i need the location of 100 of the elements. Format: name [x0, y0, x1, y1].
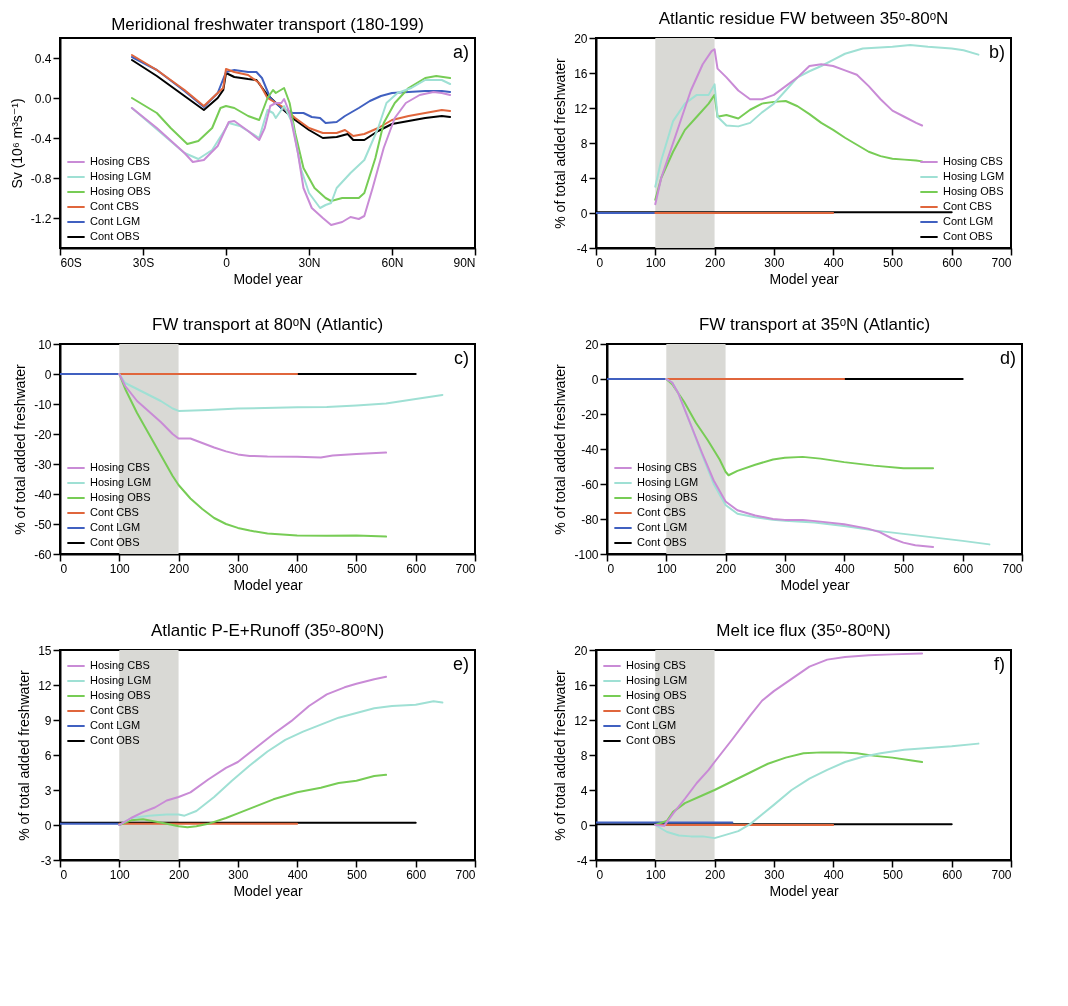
chart-title: Atlantic residue FW between 35ᵒ-80ᵒN [658, 9, 949, 28]
legend-label: Hosing OBS [90, 491, 151, 503]
legend-label: Cont OBS [90, 230, 140, 242]
x-tick-label: 600 [942, 255, 963, 270]
legend-label: Hosing CBS [90, 659, 150, 671]
legend-label: Hosing OBS [626, 689, 687, 701]
y-axis-title: % of total added freshwater [552, 57, 569, 229]
x-axis-title: Model year [233, 882, 303, 899]
y-tick-label: -60 [34, 547, 52, 562]
legend-label: Cont LGM [90, 719, 141, 731]
legend-label: Hosing LGM [637, 476, 699, 488]
x-tick-label: 300 [228, 561, 249, 576]
legend-label: Cont CBS [637, 506, 686, 518]
annotation: e) [452, 654, 469, 674]
y-tick-label: 8 [580, 748, 588, 763]
y-tick-label: -40 [34, 487, 52, 502]
y-tick-label: 0 [580, 206, 588, 221]
annotation: d) [999, 348, 1016, 368]
chart-title: Atlantic P-E+Runoff (35ᵒ-80ᵒN) [150, 621, 385, 640]
legend-label: Hosing LGM [626, 674, 688, 686]
legend-label: Cont OBS [637, 536, 687, 548]
y-tick-label: 20 [574, 31, 588, 46]
annotation: f) [994, 654, 1005, 674]
legend-label: Hosing OBS [90, 185, 151, 197]
line-series [654, 751, 924, 826]
chart-title: FW transport at 80ᵒN (Atlantic) [151, 315, 384, 334]
annotation: a) [452, 42, 469, 62]
line-series [654, 48, 924, 206]
x-tick-label: 100 [109, 867, 131, 882]
y-tick-label: -100 [574, 547, 599, 562]
chart-title: Meridional freshwater transport (180-199) [111, 15, 424, 34]
legend-label: Cont LGM [943, 215, 994, 227]
x-tick-label: 100 [645, 255, 667, 270]
y-tick-label: -20 [34, 427, 52, 442]
y-axis-title: Sv (10⁶ m³s⁻¹) [8, 98, 25, 189]
y-tick-label: -30 [34, 457, 52, 472]
x-tick-label: 400 [287, 867, 308, 882]
legend-label: Cont LGM [637, 521, 688, 533]
legend-label: Hosing LGM [90, 674, 152, 686]
legend-label: Cont OBS [626, 734, 676, 746]
x-tick-label: 700 [455, 561, 476, 576]
x-tick-label: 300 [764, 867, 785, 882]
y-tick-label: 0 [44, 818, 52, 833]
x-tick-label: 400 [823, 867, 844, 882]
y-tick-label: 10 [38, 337, 52, 352]
legend-label: Hosing CBS [90, 461, 150, 473]
x-axis-title: Model year [233, 270, 303, 287]
y-tick-label: 16 [574, 678, 588, 693]
x-tick-label: 0 [223, 255, 231, 270]
y-tick-label: 0 [591, 372, 599, 387]
line-series [118, 373, 388, 459]
y-tick-label: 0 [580, 818, 588, 833]
annotation: b) [988, 42, 1005, 62]
legend-label: Cont LGM [90, 521, 141, 533]
x-tick-label: 90N [453, 255, 476, 270]
y-tick-label: 6 [44, 748, 52, 763]
x-tick-label: 100 [109, 561, 131, 576]
chart-title: Melt ice flux (35ᵒ-80ᵒN) [716, 621, 891, 640]
y-tick-label: 20 [585, 337, 599, 352]
x-tick-label: 0 [60, 561, 68, 576]
y-tick-label: -80 [581, 512, 599, 527]
y-tick-label: -60 [581, 477, 599, 492]
legend-label: Hosing CBS [90, 155, 150, 167]
y-tick-label: -50 [34, 517, 52, 532]
y-axis-title: % of total added freshwater [552, 669, 569, 841]
y-tick-label: 0.0 [34, 91, 52, 106]
x-tick-label: 500 [346, 561, 368, 576]
y-tick-label: 9 [44, 713, 52, 728]
x-tick-label: 400 [287, 561, 308, 576]
x-tick-label: 700 [455, 867, 476, 882]
x-tick-label: 400 [834, 561, 855, 576]
y-tick-label: -0.8 [30, 171, 52, 186]
y-tick-label: -4 [576, 853, 588, 868]
legend-label: Hosing LGM [943, 170, 1005, 182]
y-tick-label: 12 [574, 101, 588, 116]
x-tick-label: 600 [406, 561, 427, 576]
y-tick-label: 16 [574, 66, 588, 81]
x-tick-label: 200 [169, 561, 190, 576]
x-tick-label: 60N [381, 255, 404, 270]
x-tick-label: 100 [645, 867, 667, 882]
legend-label: Cont LGM [90, 215, 141, 227]
legend-label: Hosing LGM [90, 170, 152, 182]
x-tick-label: 200 [705, 867, 726, 882]
annotation: c) [454, 348, 469, 368]
x-axis-title: Model year [769, 270, 839, 287]
y-tick-label: 0.4 [34, 51, 52, 66]
y-tick-label: 0 [44, 367, 52, 382]
x-tick-label: 300 [764, 255, 785, 270]
y-tick-label: 8 [580, 136, 588, 151]
x-axis-title: Model year [769, 882, 839, 899]
legend-label: Hosing OBS [943, 185, 1004, 197]
x-tick-label: 600 [953, 561, 974, 576]
y-tick-label: -3 [40, 853, 52, 868]
legend-label: Cont CBS [90, 200, 139, 212]
line-series [130, 56, 452, 124]
x-tick-label: 500 [893, 561, 915, 576]
x-tick-label: 200 [716, 561, 737, 576]
y-tick-label: 12 [574, 713, 588, 728]
y-tick-label: 4 [580, 171, 588, 186]
line-series [654, 742, 980, 840]
